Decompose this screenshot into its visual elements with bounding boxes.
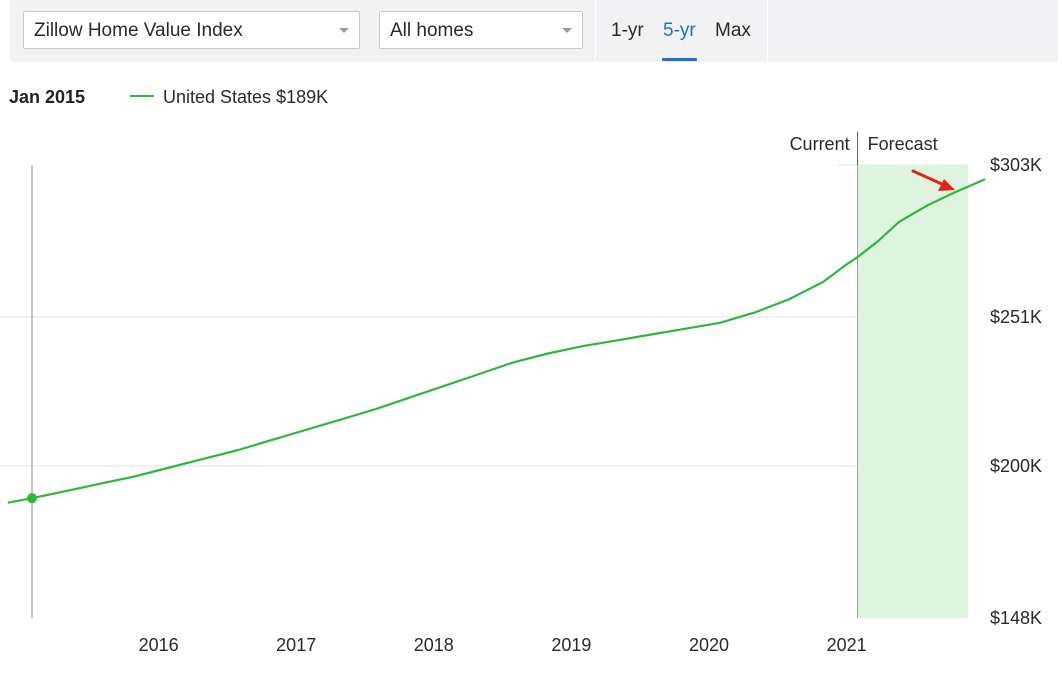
annotation-arrow-head	[938, 179, 955, 191]
chevron-down-icon	[339, 28, 349, 33]
tab-5-yr[interactable]: 5-yr	[663, 20, 696, 41]
forecast-region	[857, 165, 968, 618]
home-type-select-value: All homes	[390, 20, 474, 41]
legend: United States $189K	[130, 87, 328, 108]
toolbar-divider	[595, 0, 596, 62]
chart-toolbar: Zillow Home Value Index All homes 1-yr 5…	[10, 0, 1058, 62]
home-type-select[interactable]: All homes	[379, 11, 583, 49]
x-tick-label: 2016	[139, 635, 179, 655]
x-tick-label: 2019	[551, 635, 591, 655]
hover-point	[27, 493, 37, 504]
y-tick-label: $251K	[990, 307, 1042, 327]
metric-select[interactable]: Zillow Home Value Index	[23, 11, 360, 49]
tab-1-yr[interactable]: 1-yr	[611, 20, 644, 41]
active-tab-indicator	[662, 58, 697, 61]
x-tick-label: 2018	[414, 635, 454, 655]
chevron-down-icon	[562, 28, 572, 33]
x-tick-label: 2017	[276, 635, 316, 655]
series-line-united-states	[7, 178, 986, 504]
legend-label: United States $189K	[163, 87, 329, 107]
y-tick-label: $200K	[990, 456, 1042, 476]
toolbar-divider	[767, 0, 768, 62]
x-tick-label: 2021	[827, 635, 867, 655]
y-tick-label: $148K	[990, 608, 1042, 628]
forecast-label: Forecast	[868, 134, 938, 154]
tab-max[interactable]: Max	[715, 20, 751, 41]
x-tick-label: 2020	[689, 635, 729, 655]
annotation-arrow-shaft	[911, 169, 946, 187]
hover-date: Jan 2015	[9, 87, 86, 107]
legend-swatch	[130, 95, 154, 98]
home-value-chart[interactable]: $148K $200K $251K $303K 2016 2017 2018 2019 2020…	[0, 120, 1062, 677]
metric-select-value: Zillow Home Value Index	[34, 20, 243, 41]
current-label: Current	[790, 134, 850, 154]
y-tick-label: $303K	[990, 155, 1042, 175]
